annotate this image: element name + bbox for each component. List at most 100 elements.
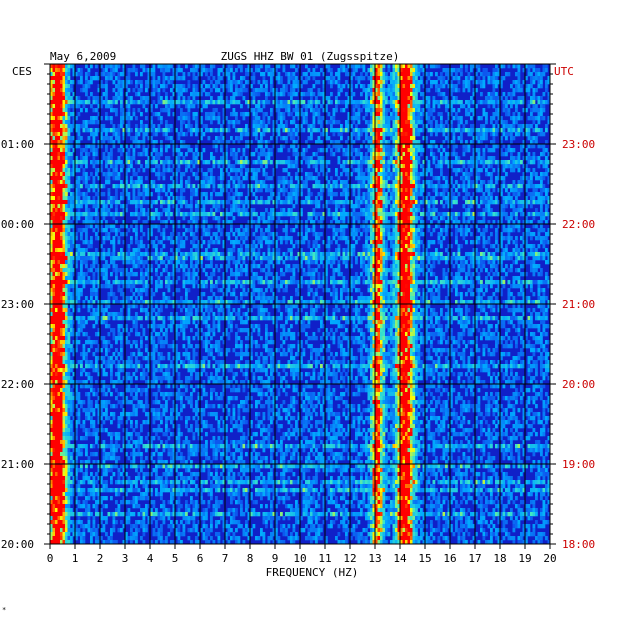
heatmap-cell — [392, 92, 396, 97]
heatmap-cell — [407, 72, 411, 77]
heatmap-cell — [107, 200, 111, 205]
heatmap-cell — [125, 76, 128, 81]
heatmap-cell — [207, 212, 211, 217]
heatmap-cell — [387, 152, 391, 157]
heatmap-cell — [275, 104, 278, 109]
heatmap-cell — [187, 84, 191, 89]
heatmap-cell — [460, 104, 463, 109]
heatmap-cell — [405, 220, 408, 225]
heatmap-cell — [150, 224, 153, 229]
heatmap-cell — [110, 136, 113, 141]
heatmap-cell — [247, 220, 251, 225]
heatmap-cell — [392, 96, 396, 101]
heatmap-cell — [57, 180, 61, 185]
heatmap-cell — [152, 148, 156, 153]
heatmap-cell — [542, 144, 546, 149]
heatmap-cell — [400, 76, 403, 81]
heatmap-cell — [422, 108, 426, 113]
heatmap-cell — [312, 160, 316, 165]
heatmap-cell — [257, 160, 261, 165]
heatmap-cell — [412, 176, 416, 181]
heatmap-cell — [362, 64, 366, 69]
heatmap-cell — [187, 144, 191, 149]
heatmap-cell — [262, 88, 266, 93]
heatmap-cell — [360, 164, 363, 169]
heatmap-cell — [140, 128, 143, 133]
heatmap-cell — [402, 188, 406, 193]
heatmap-cell — [177, 200, 181, 205]
heatmap-cell — [137, 80, 141, 85]
heatmap-cell — [320, 92, 323, 97]
heatmap-cell — [327, 120, 331, 125]
heatmap-cell — [190, 200, 193, 205]
heatmap-cell — [142, 104, 146, 109]
heatmap-cell — [305, 140, 308, 145]
heatmap-cell — [447, 144, 451, 149]
heatmap-cell — [432, 100, 436, 105]
heatmap-cell — [260, 132, 263, 137]
heatmap-cell — [457, 184, 461, 189]
heatmap-cell — [407, 172, 411, 177]
heatmap-cell — [447, 140, 451, 145]
heatmap-cell — [60, 132, 63, 137]
heatmap-cell — [365, 196, 368, 201]
heatmap-cell — [400, 172, 403, 177]
heatmap-cell — [437, 84, 441, 89]
heatmap-cell — [502, 76, 506, 81]
heatmap-cell — [397, 104, 401, 109]
heatmap-cell — [397, 156, 401, 161]
heatmap-cell — [380, 200, 383, 205]
heatmap-cell — [105, 136, 108, 141]
heatmap-cell — [85, 124, 88, 129]
heatmap-cell — [530, 176, 533, 181]
heatmap-cell — [130, 68, 133, 73]
heatmap-cell — [227, 220, 231, 225]
heatmap-cell — [535, 68, 538, 73]
heatmap-cell — [310, 172, 313, 177]
heatmap-cell — [450, 180, 453, 185]
heatmap-cell — [237, 120, 241, 125]
heatmap-cell — [242, 212, 246, 217]
heatmap-cell — [65, 80, 68, 85]
heatmap-cell — [482, 132, 486, 137]
heatmap-cell — [527, 68, 531, 73]
heatmap-cell — [342, 184, 346, 189]
heatmap-cell — [452, 88, 456, 93]
heatmap-cell — [125, 92, 128, 97]
heatmap-cell — [440, 116, 443, 121]
heatmap-cell — [467, 184, 471, 189]
heatmap-cell — [75, 184, 78, 189]
heatmap-cell — [157, 172, 161, 177]
heatmap-cell — [365, 200, 368, 205]
heatmap-cell — [405, 128, 408, 133]
heatmap-cell — [60, 144, 63, 149]
heatmap-cell — [140, 100, 143, 105]
heatmap-cell — [185, 200, 188, 205]
heatmap-cell — [92, 160, 96, 165]
heatmap-cell — [240, 64, 243, 69]
heatmap-cell — [77, 212, 81, 217]
heatmap-cell — [417, 192, 421, 197]
heatmap-cell — [410, 216, 413, 221]
heatmap-cell — [332, 128, 336, 133]
heatmap-cell — [485, 136, 488, 141]
heatmap-cell — [517, 160, 521, 165]
heatmap-cell — [207, 84, 211, 89]
heatmap-cell — [50, 164, 53, 169]
heatmap-cell — [450, 100, 453, 105]
heatmap-cell — [377, 156, 381, 161]
heatmap-cell — [190, 132, 193, 137]
heatmap-cell — [352, 104, 356, 109]
heatmap-cell — [370, 124, 373, 129]
heatmap-cell — [60, 100, 63, 105]
heatmap-cell — [372, 188, 376, 193]
heatmap-cell — [350, 164, 353, 169]
heatmap-cell — [57, 168, 61, 173]
heatmap-cell — [295, 156, 298, 161]
heatmap-cell — [335, 72, 338, 77]
heatmap-cell — [220, 192, 223, 197]
heatmap-cell — [527, 200, 531, 205]
heatmap-cell — [402, 136, 406, 141]
heatmap-cell — [82, 212, 86, 217]
heatmap-cell — [240, 200, 243, 205]
